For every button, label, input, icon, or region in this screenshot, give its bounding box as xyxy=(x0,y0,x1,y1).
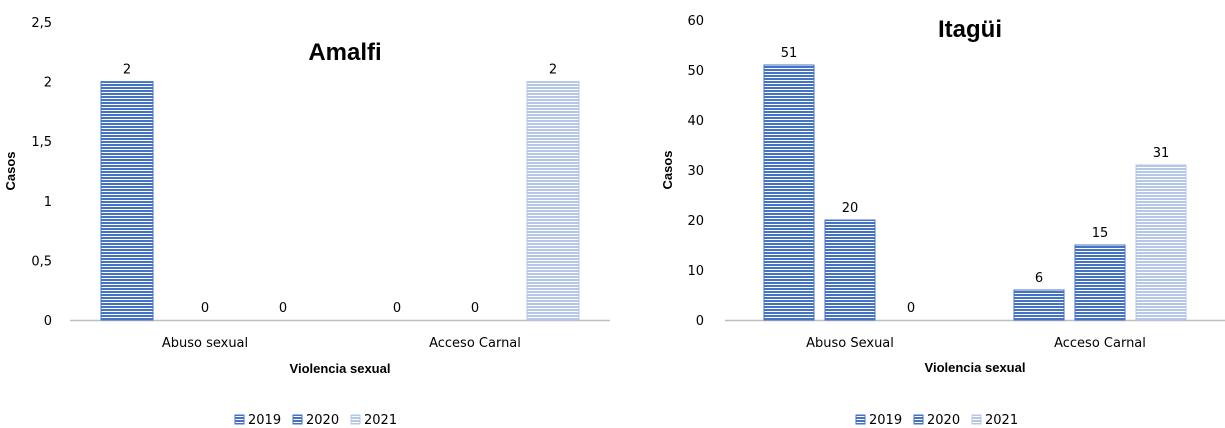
y-tick-label: 60 xyxy=(687,14,704,29)
data-label: 31 xyxy=(1153,146,1170,161)
data-label: 6 xyxy=(1035,271,1043,286)
data-label: 0 xyxy=(279,301,287,316)
legend-label: 2021 xyxy=(364,413,397,428)
x-axis-label: Violencia sexual xyxy=(290,361,391,376)
chart-title: Amalfi xyxy=(308,39,381,66)
y-tick-label: 0 xyxy=(44,314,52,329)
y-tick-label: 1,5 xyxy=(31,135,52,150)
chart-title: Itagüi xyxy=(938,16,1002,43)
x-tick-label: Abuso Sexual xyxy=(806,336,894,351)
bar-2020 xyxy=(1074,244,1126,321)
x-tick-label: Acceso Carnal xyxy=(1054,336,1146,351)
legend-swatch-2021 xyxy=(971,414,982,425)
data-label: 0 xyxy=(907,301,915,316)
data-label: 2 xyxy=(549,63,557,78)
x-tick-label: Acceso Carnal xyxy=(429,336,521,351)
y-tick-label: 40 xyxy=(687,114,704,129)
y-tick-label: 20 xyxy=(687,214,704,229)
x-tick-label: Abuso sexual xyxy=(162,336,248,351)
bar-2019 xyxy=(100,81,154,321)
data-label: 0 xyxy=(393,301,401,316)
data-label: 0 xyxy=(471,301,479,316)
y-axis-label: Casos xyxy=(660,150,675,189)
y-tick-label: 1 xyxy=(44,195,52,210)
legend-label: 2021 xyxy=(985,413,1018,428)
legend-label: 2019 xyxy=(248,413,281,428)
data-label: 20 xyxy=(842,201,859,216)
legend-swatch-2020 xyxy=(913,414,924,425)
legend-swatch-2020 xyxy=(292,414,303,425)
bar-2019 xyxy=(763,64,815,321)
legend-swatch-2021 xyxy=(350,414,361,425)
legend-label: 2020 xyxy=(306,413,339,428)
y-tick-label: 10 xyxy=(687,264,704,279)
legend-swatch-2019 xyxy=(234,414,245,425)
legend-label: 2019 xyxy=(869,413,902,428)
y-axis-label: Casos xyxy=(3,151,18,190)
y-tick-label: 2 xyxy=(44,76,52,91)
legend-label: 2020 xyxy=(927,413,960,428)
bar-2020 xyxy=(824,219,876,321)
chart-amalfi: Amalfi 0 0,5 1 1,5 2 2,5 Casos Abuso sexual 2 0 0 Ac… xyxy=(3,16,610,428)
bar-2019 xyxy=(1013,289,1065,321)
bar-2021 xyxy=(526,81,580,321)
x-axis-label: Violencia sexual xyxy=(925,360,1026,375)
y-tick-label: 30 xyxy=(687,164,704,179)
data-label: 15 xyxy=(1092,226,1109,241)
y-tick-label: 2,5 xyxy=(31,16,52,31)
data-label: 51 xyxy=(781,46,798,61)
y-tick-label: 0 xyxy=(696,314,704,329)
data-label: 2 xyxy=(123,63,131,78)
y-tick-label: 50 xyxy=(687,64,704,79)
y-tick-label: 0,5 xyxy=(31,254,52,269)
bar-2021 xyxy=(1135,164,1187,321)
legend-swatch-2019 xyxy=(855,414,866,425)
data-label: 0 xyxy=(201,301,209,316)
